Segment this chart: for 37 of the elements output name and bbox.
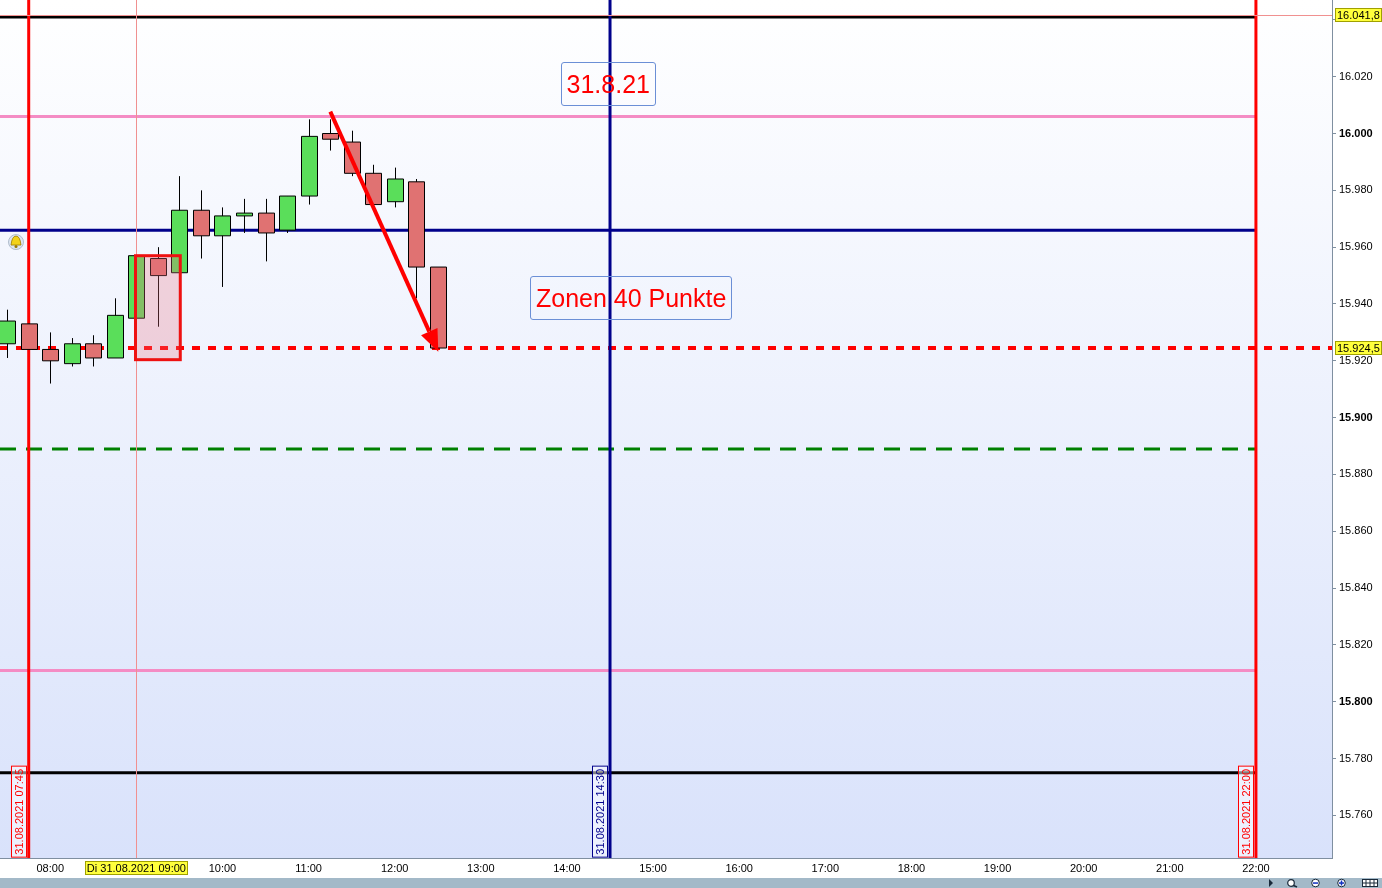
y-tick-label: 15.880 <box>1339 467 1373 480</box>
x-tick-label: 21:00 <box>1156 861 1184 874</box>
annotation: Zonen 40 Punkte <box>529 275 733 320</box>
y-tick-label: 15.760 <box>1339 808 1373 821</box>
y-tick-label: 15.860 <box>1339 524 1373 537</box>
ref-line-label: 15.924,5 <box>1335 341 1382 356</box>
y-tick-label: 15.840 <box>1339 581 1373 594</box>
x-tick-label: 14:00 <box>553 861 581 874</box>
x-tick-label: 15:00 <box>639 861 667 874</box>
x-tick-label: 16:00 <box>725 861 753 874</box>
x-tick-label: 17:00 <box>811 861 840 874</box>
y-tick-label: 15.980 <box>1339 183 1373 196</box>
x-tick-label: 22:00 <box>1242 861 1270 874</box>
y-tick-label: 15.780 <box>1339 751 1373 764</box>
ref-line-label: 31.08.2021 22:00 <box>1237 766 1254 858</box>
ref-line-label: Di 31.08.2021 09:00 <box>84 861 188 875</box>
x-tick-label: 10:00 <box>208 861 237 874</box>
x-tick-label: 19:00 <box>983 861 1012 874</box>
x-tick-label: 11:00 <box>295 861 322 874</box>
x-tick-label: 20:00 <box>1069 861 1098 874</box>
ref-line-label: 31.08.2021 07:45 <box>10 766 27 858</box>
y-tick-label: 15.800 <box>1339 694 1373 707</box>
y-tick-label: 15.920 <box>1339 353 1373 366</box>
x-tick-label: 13:00 <box>467 861 495 874</box>
y-tick-label: 16.000 <box>1339 126 1373 139</box>
candlestick <box>64 337 81 367</box>
y-tick-label: 15.940 <box>1339 297 1373 310</box>
y-tick-label: 15.820 <box>1339 637 1373 650</box>
x-tick-label: 12:00 <box>380 861 409 874</box>
y-tick-label: 15.960 <box>1339 240 1373 253</box>
ref-line-label: 16.041,8 <box>1335 7 1382 22</box>
x-tick-label: 08:00 <box>36 861 64 874</box>
y-tick-label: 16.020 <box>1339 69 1373 82</box>
ref-line-label: 31.08.2021 14:30 <box>592 766 609 858</box>
candlestick <box>322 118 339 152</box>
y-tick-label: 15.900 <box>1339 410 1373 423</box>
x-tick-label: 18:00 <box>897 861 926 874</box>
